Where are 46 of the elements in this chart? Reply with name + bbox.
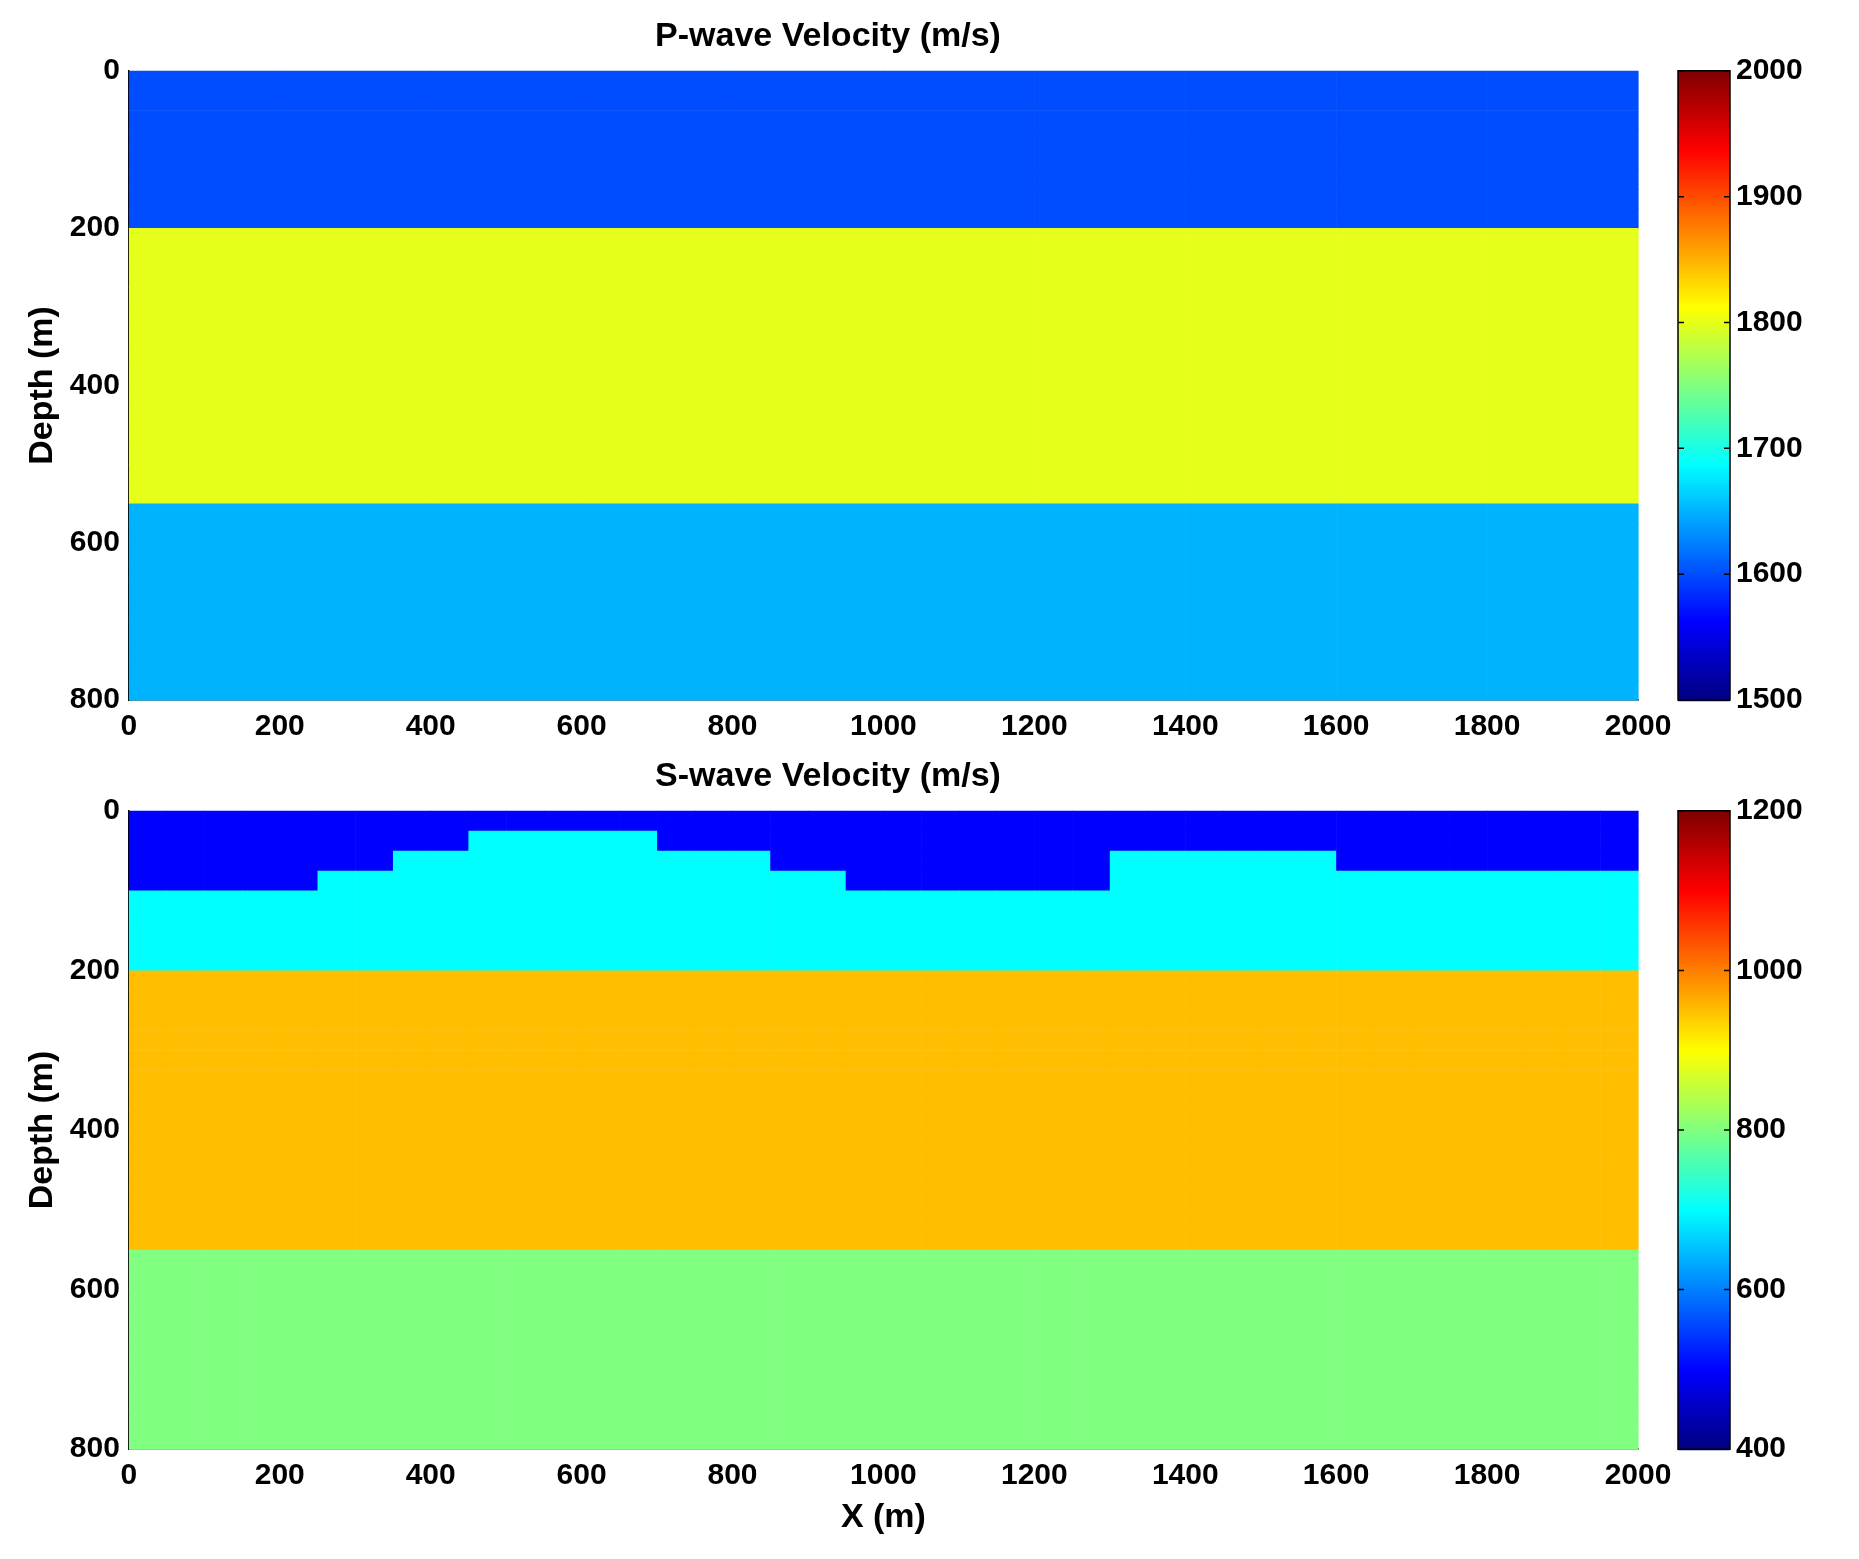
y-tick-label: 600 bbox=[69, 1270, 120, 1304]
y-tick-label: 200 bbox=[69, 951, 120, 985]
chart-title: P-wave Velocity (m/s) bbox=[655, 14, 1001, 53]
y-tick-label: 600 bbox=[69, 523, 120, 557]
y-tick-label: 800 bbox=[69, 681, 120, 715]
x-tick-label: 1800 bbox=[1453, 1457, 1521, 1491]
x-tick-label: 1400 bbox=[1151, 708, 1219, 742]
x-tick-label: 1000 bbox=[850, 708, 917, 742]
x-tick-label: 800 bbox=[707, 708, 758, 742]
chart-title: S-wave Velocity (m/s) bbox=[655, 754, 1001, 793]
x-tick-label: 1200 bbox=[1000, 1457, 1068, 1491]
x-tick-label: 200 bbox=[254, 1457, 305, 1491]
x-tick-label: 200 bbox=[254, 708, 305, 742]
x-tick-label: 600 bbox=[556, 708, 607, 742]
x-tick-label: 800 bbox=[707, 1457, 758, 1491]
color-bar-label: 1500 bbox=[1736, 681, 1803, 715]
x-tick-label: 2000 bbox=[1604, 1457, 1672, 1491]
color-bar-label: 1600 bbox=[1736, 555, 1803, 589]
x-tick-label: 1600 bbox=[1302, 1457, 1370, 1491]
color-bar-label: 1700 bbox=[1736, 429, 1803, 463]
y-axis-title: Depth (m) bbox=[20, 1050, 59, 1210]
color-bar-label: 1200 bbox=[1736, 792, 1803, 826]
y-tick-label: 400 bbox=[69, 1111, 120, 1145]
y-tick-label: 0 bbox=[103, 52, 120, 86]
y-axis-title: Depth (m) bbox=[20, 306, 59, 465]
x-tick-label: 600 bbox=[556, 1457, 607, 1491]
y-tick-label: 800 bbox=[69, 1430, 120, 1464]
x-tick-label: 400 bbox=[405, 708, 456, 742]
y-tick-label: 200 bbox=[69, 209, 120, 243]
color-bar-label: 1900 bbox=[1736, 177, 1803, 211]
y-tick-label: 0 bbox=[103, 792, 120, 826]
color-bar-label: 1000 bbox=[1736, 951, 1803, 985]
color-bar-label: 800 bbox=[1736, 1111, 1787, 1145]
x-tick-label: 1000 bbox=[850, 1457, 917, 1491]
x-axis-title: X (m) bbox=[840, 1495, 926, 1534]
color-bar-label: 2000 bbox=[1736, 52, 1803, 86]
x-tick-label: 400 bbox=[405, 1457, 456, 1491]
color-bar-label: 400 bbox=[1736, 1430, 1787, 1464]
color-bar-label: 1800 bbox=[1736, 303, 1803, 337]
x-tick-label: 1400 bbox=[1151, 1457, 1219, 1491]
color-bar-label: 600 bbox=[1736, 1270, 1787, 1304]
x-tick-label: 1600 bbox=[1302, 708, 1370, 742]
y-tick-label: 400 bbox=[69, 366, 120, 400]
x-tick-label: 1800 bbox=[1453, 708, 1521, 742]
x-tick-label: 1200 bbox=[1000, 708, 1068, 742]
x-tick-label: 2000 bbox=[1604, 708, 1672, 742]
